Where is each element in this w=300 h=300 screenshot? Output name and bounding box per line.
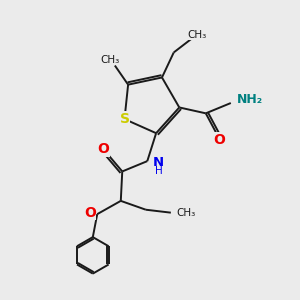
Text: CH₃: CH₃ [188,30,207,40]
Text: O: O [84,206,96,220]
Text: H: H [154,167,162,176]
Text: S: S [119,112,130,126]
Text: CH₃: CH₃ [177,208,196,218]
Text: O: O [213,133,225,147]
Text: O: O [97,142,109,156]
Text: CH₃: CH₃ [101,55,120,64]
Text: N: N [153,156,164,169]
Text: NH₂: NH₂ [237,93,263,106]
